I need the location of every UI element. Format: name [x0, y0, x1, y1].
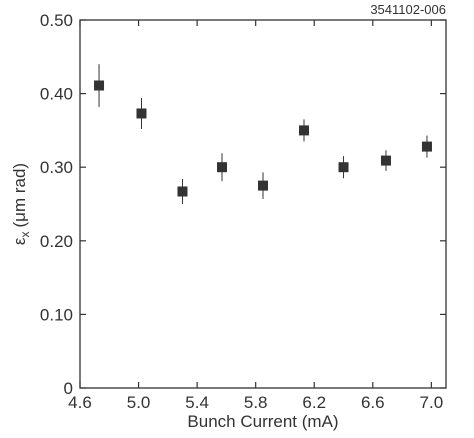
y-axis-label: εx (μm rad) — [10, 163, 32, 245]
x-tick-label: 5.4 — [185, 393, 209, 412]
data-point — [136, 108, 147, 119]
y-axis-label-symbol: ε — [10, 237, 29, 245]
data-point — [217, 162, 228, 173]
data-point — [421, 141, 432, 152]
data-point — [298, 125, 309, 136]
data-point — [177, 186, 188, 197]
y-axis: 0 0.10 0.20 0.30 0.40 0.50 — [40, 11, 446, 398]
data-point — [380, 155, 391, 166]
x-axis-label: Bunch Current (mA) — [187, 412, 338, 431]
data-points — [94, 64, 432, 204]
y-tick-label: 0.40 — [40, 85, 73, 104]
x-tick-label: 5.0 — [127, 393, 151, 412]
figure-id: 3541102-006 — [370, 2, 446, 17]
y-tick-label: 0.30 — [40, 158, 73, 177]
x-tick-label: 6.6 — [361, 393, 385, 412]
y-tick-label: 0.20 — [40, 232, 73, 251]
x-tick-label: 7.0 — [420, 393, 444, 412]
x-tick-label: 5.8 — [244, 393, 268, 412]
y-tick-label: 0.50 — [40, 11, 73, 30]
data-point — [258, 180, 268, 191]
y-tick-label: 0 — [64, 379, 73, 398]
data-point — [338, 162, 349, 173]
y-tick-label: 0.10 — [40, 305, 73, 324]
y-axis-label-units: (μm rad) — [10, 163, 29, 228]
data-point — [94, 80, 105, 91]
plot-frame — [79, 19, 447, 389]
y-axis-label-subscript: x — [18, 231, 32, 237]
x-axis: 4.6 5.0 5.4 5.8 6.2 6.6 7.0 — [68, 20, 443, 412]
x-tick-label: 6.2 — [302, 393, 326, 412]
x-tick-label: 4.6 — [68, 393, 92, 412]
